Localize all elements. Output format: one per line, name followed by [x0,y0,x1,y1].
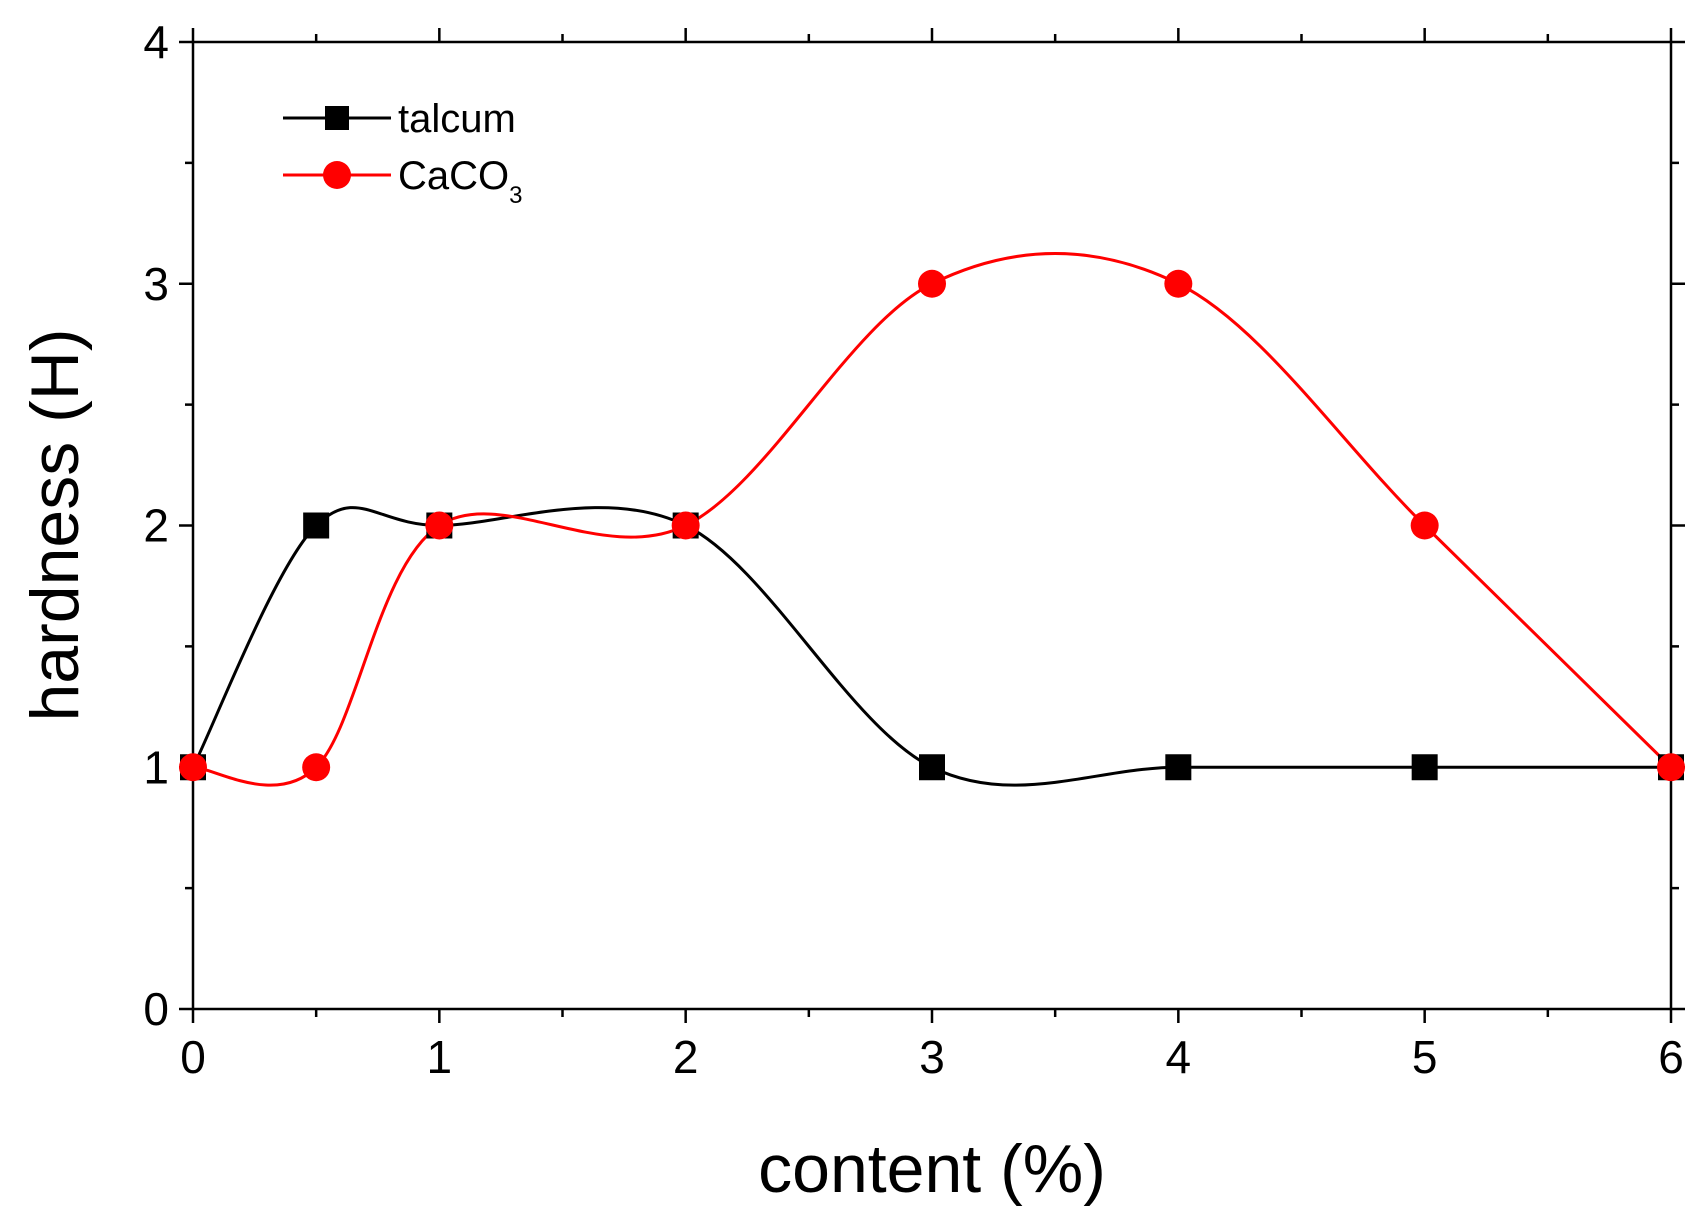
legend-talcum-marker [325,106,349,130]
x-tick-label: 2 [673,1031,699,1083]
y-tick-label: 2 [143,500,169,552]
series-talcum-point [1411,754,1438,781]
series-talcum-curve [191,506,1671,787]
legend-caco3-label-subscript: 3 [509,182,522,209]
series-caco3-point [671,511,700,540]
series-caco3-point [918,269,946,298]
y-axis-title: hardness (H) [17,328,93,721]
x-tick-label: 3 [919,1031,945,1083]
legend: talcum CaCO3 [283,97,523,209]
x-tick-label: 0 [180,1031,206,1083]
y-tick-label: 1 [143,741,169,793]
series-caco3-point [425,511,454,540]
x-axis-ticks: 0 1 2 3 4 5 6 [180,28,1684,1083]
series-talcum-point [919,754,945,781]
x-tick-label: 6 [1658,1031,1684,1083]
fit-curves [191,252,1673,787]
x-tick-label: 5 [1412,1031,1438,1083]
series-caco3-point [1657,753,1685,782]
legend-caco3-label: CaCO3 [398,154,523,209]
y-tick-label: 3 [143,258,169,310]
x-axis-title: content (%) [758,1131,1106,1207]
series-caco3-point [302,753,331,782]
legend-talcum-label: talcum [398,97,516,141]
series-talcum-point [303,512,330,539]
series-caco3-point [179,753,207,782]
series-caco3-point [1410,511,1439,540]
x-tick-label: 4 [1166,1031,1192,1083]
y-tick-label: 4 [143,16,169,68]
x-tick-label: 1 [427,1031,453,1083]
legend-caco3-label-main: CaCO [398,154,509,198]
y-tick-label: 0 [143,983,169,1035]
series-caco3-curve [192,252,1673,787]
series-caco3-point [1164,269,1193,298]
data-markers [179,269,1685,782]
y-axis-ticks: 0 1 2 3 4 [143,16,1685,1035]
legend-caco3-marker [323,161,351,189]
series-talcum-point [1165,754,1192,781]
